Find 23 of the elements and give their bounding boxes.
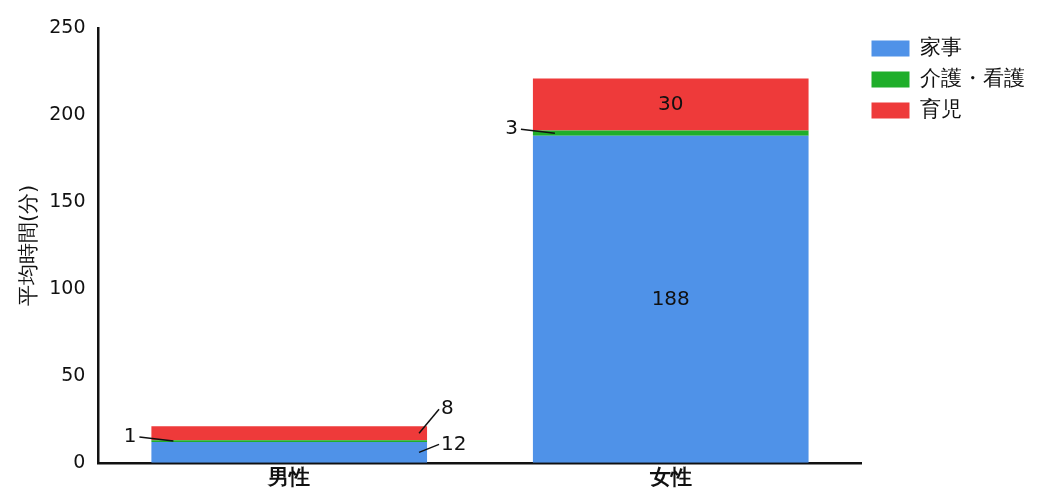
data-label: 3 [505, 115, 518, 140]
bar [151, 441, 428, 463]
y-tick-label: 250 [49, 14, 86, 37]
bar [532, 135, 809, 463]
data-label: 30 [658, 90, 684, 115]
data-label: 12 [441, 430, 467, 455]
data-label: 8 [441, 395, 454, 420]
y-tick-label: 150 [49, 188, 86, 211]
y-tick-label: 200 [49, 101, 86, 124]
y-tick-label: 100 [49, 275, 86, 298]
y-tick-label: 50 [61, 362, 86, 385]
legend-label: 家事 [920, 34, 962, 59]
legend-label: 介護・看護 [920, 65, 1025, 90]
x-tick-label: 女性 [648, 464, 692, 489]
y-tick-label: 0 [73, 449, 86, 472]
bar [532, 78, 809, 131]
data-label: 188 [651, 285, 690, 310]
y-axis-title: 平均時間(分) [16, 184, 41, 307]
legend-label: 育児 [920, 96, 962, 121]
x-tick-label: 男性 [267, 464, 311, 489]
bar [151, 426, 428, 441]
data-label: 1 [123, 423, 137, 448]
bar [532, 130, 809, 136]
